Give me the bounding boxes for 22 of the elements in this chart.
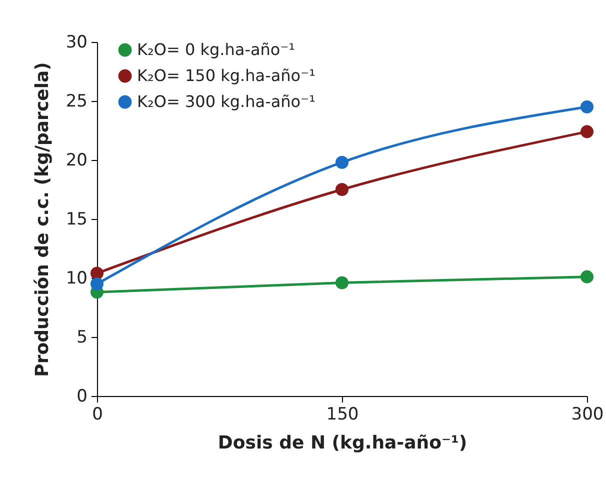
x-axis-title: Dosis de N (kg.ha-año⁻¹) [218, 432, 468, 454]
y-tick-label: 25 [66, 92, 88, 112]
x-tick-label: 300 [571, 404, 604, 424]
point [335, 182, 349, 196]
y-tick-label: 0 [76, 386, 88, 406]
legend-label: K₂O= 300 kg.ha-año⁻¹ [137, 92, 316, 111]
x-tick-label: 150 [326, 404, 359, 424]
point [580, 270, 594, 284]
y-tick-label: 20 [66, 150, 88, 170]
y-tick-label: 10 [66, 268, 88, 288]
x-tick-label: 0 [92, 404, 103, 424]
legend-label: K₂O= 0 kg.ha-año⁻¹ [137, 40, 296, 59]
point [335, 276, 349, 290]
y-tick-label: 30 [66, 32, 88, 52]
y-axis-title: Producción de c.c. (kg/parcela) [32, 62, 53, 377]
point [90, 277, 104, 290]
y-tick-label: 15 [66, 210, 88, 230]
point [335, 156, 349, 169]
point [580, 125, 594, 138]
legend-label: K₂O= 150 kg.ha-año⁻¹ [137, 66, 316, 85]
point [580, 100, 594, 114]
y-tick-label: 5 [76, 328, 88, 348]
